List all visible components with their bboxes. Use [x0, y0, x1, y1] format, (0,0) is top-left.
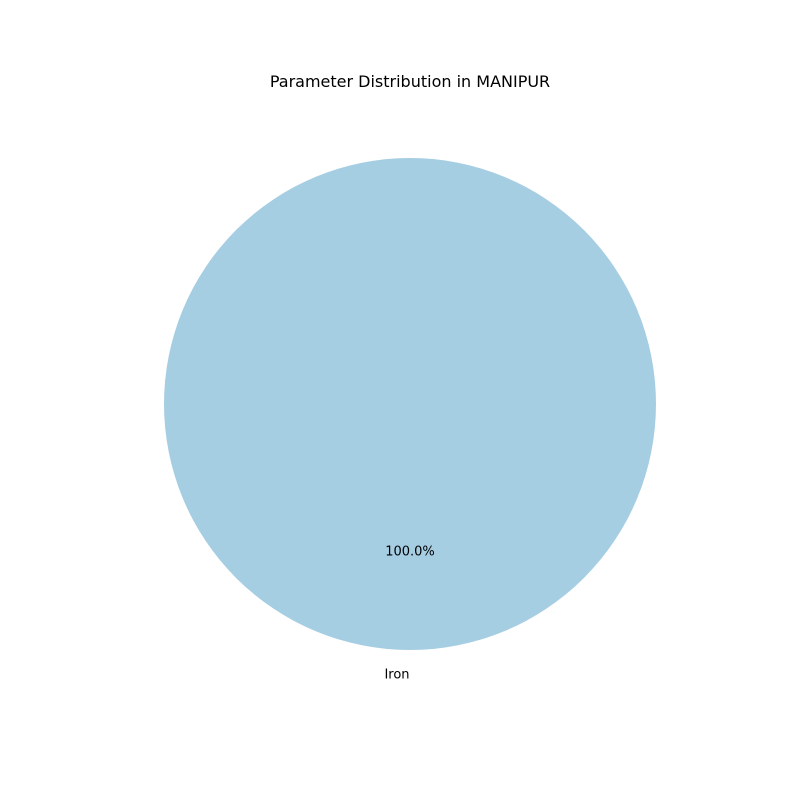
pie-slice-iron	[164, 158, 656, 650]
chart-title: Parameter Distribution in MANIPUR	[269, 72, 551, 91]
slice-percent-label: 100.0%	[385, 545, 435, 560]
slice-category-label: Iron	[384, 668, 409, 683]
